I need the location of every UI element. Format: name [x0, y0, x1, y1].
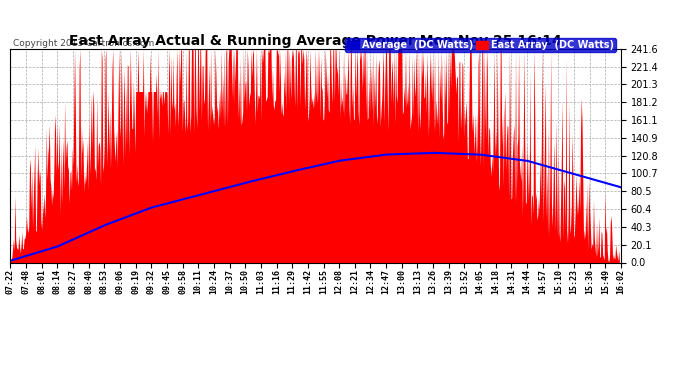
Text: Copyright 2013 Cartronics.com: Copyright 2013 Cartronics.com [13, 39, 155, 48]
Legend: Average  (DC Watts), East Array  (DC Watts): Average (DC Watts), East Array (DC Watts… [345, 38, 616, 52]
Title: East Array Actual & Running Average Power Mon Nov 25 16:14: East Array Actual & Running Average Powe… [69, 34, 562, 48]
